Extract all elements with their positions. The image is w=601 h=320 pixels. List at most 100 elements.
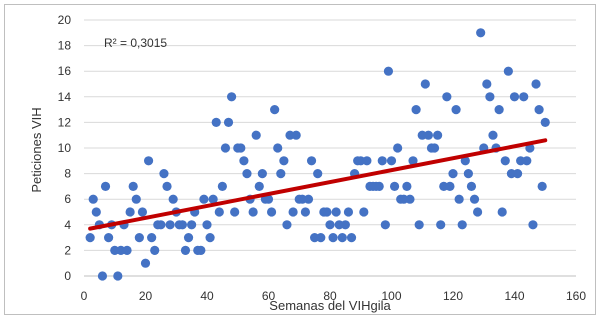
data-point: [199, 194, 209, 204]
y-tick-labels: 0 2 4 6 8 10 12 14 16 18 20: [58, 13, 72, 283]
data-point: [180, 245, 191, 255]
data-point: [325, 220, 335, 230]
data-point: [220, 143, 231, 153]
data-point: [273, 143, 283, 153]
data-point: [288, 207, 298, 217]
data-point: [374, 181, 384, 191]
data-point: [230, 207, 240, 217]
data-point: [429, 143, 440, 153]
data-point: [122, 245, 132, 255]
data-point: [263, 194, 274, 204]
data-point: [100, 181, 111, 191]
data-point: [473, 207, 483, 217]
data-point: [183, 233, 194, 243]
data-point: [402, 181, 412, 191]
y-tick-label: 8: [64, 167, 71, 181]
data-point: [442, 92, 452, 102]
data-point: [537, 181, 547, 191]
data-point: [276, 169, 286, 179]
data-point: [389, 181, 400, 191]
data-point: [460, 156, 470, 166]
data-point: [454, 194, 464, 204]
y-tick-label: 20: [58, 13, 72, 27]
data-point: [411, 105, 421, 115]
data-point: [248, 207, 258, 217]
data-point: [282, 220, 292, 230]
data-point: [217, 181, 227, 191]
data-point: [239, 156, 249, 166]
y-tick-label: 18: [58, 39, 72, 53]
data-point: [476, 28, 486, 38]
trendline: [88, 138, 548, 231]
data-point: [214, 207, 224, 217]
data-point: [531, 79, 541, 89]
data-point: [165, 220, 175, 230]
data-point: [509, 92, 520, 102]
data-point: [316, 233, 326, 243]
data-point: [113, 271, 123, 281]
x-axis-title: Semanas del VIHgila: [269, 298, 391, 313]
data-point: [328, 233, 338, 243]
data-points: [85, 28, 550, 281]
data-point: [125, 207, 135, 217]
data-point: [279, 156, 289, 166]
data-point: [405, 194, 415, 204]
data-point: [500, 156, 510, 166]
data-point: [482, 79, 492, 89]
data-point: [346, 233, 357, 243]
data-point: [522, 156, 532, 166]
x-tick-label: 60: [262, 289, 276, 303]
data-point: [540, 117, 550, 127]
data-point: [205, 233, 215, 243]
data-point: [512, 169, 523, 179]
data-point: [408, 156, 418, 166]
data-point: [159, 169, 169, 179]
data-point: [414, 220, 424, 230]
data-point: [300, 207, 310, 217]
data-point: [343, 207, 354, 217]
data-point: [251, 130, 261, 140]
data-point: [223, 117, 234, 127]
x-tick-label: 140: [504, 289, 524, 303]
data-point: [463, 169, 473, 179]
data-point: [266, 207, 277, 217]
data-point: [131, 194, 141, 204]
data-point: [97, 271, 108, 281]
data-point: [134, 233, 144, 243]
data-point: [497, 207, 507, 217]
data-point: [88, 194, 98, 204]
data-point: [494, 105, 504, 115]
data-point: [503, 66, 513, 76]
data-point: [143, 156, 154, 166]
data-point: [528, 220, 538, 230]
data-point: [291, 130, 301, 140]
data-point: [196, 245, 206, 255]
data-point: [383, 66, 394, 76]
data-point: [104, 233, 114, 243]
data-point: [420, 79, 430, 89]
x-tick-label: 160: [566, 289, 586, 303]
y-tick-label: 6: [64, 192, 71, 206]
data-point: [150, 245, 160, 255]
x-tick-label: 20: [139, 289, 153, 303]
y-tick-label: 0: [64, 269, 71, 283]
data-point: [485, 92, 495, 102]
data-point: [519, 92, 529, 102]
data-point: [168, 194, 178, 204]
data-point: [202, 220, 212, 230]
data-point: [457, 220, 467, 230]
y-tick-label: 4: [64, 218, 71, 232]
data-point: [469, 194, 480, 204]
data-point: [85, 233, 95, 243]
data-point: [303, 194, 314, 204]
data-point: [242, 169, 252, 179]
x-tick-labels: 0 20 40 60 80 100 120 140 160: [81, 289, 587, 303]
y-tick-label: 16: [58, 64, 72, 78]
data-point: [451, 105, 461, 115]
data-point: [147, 233, 157, 243]
data-point: [534, 105, 544, 115]
data-point: [211, 117, 221, 127]
data-point: [257, 169, 267, 179]
y-tick-label: 10: [58, 141, 72, 155]
x-tick-label: 120: [443, 289, 463, 303]
